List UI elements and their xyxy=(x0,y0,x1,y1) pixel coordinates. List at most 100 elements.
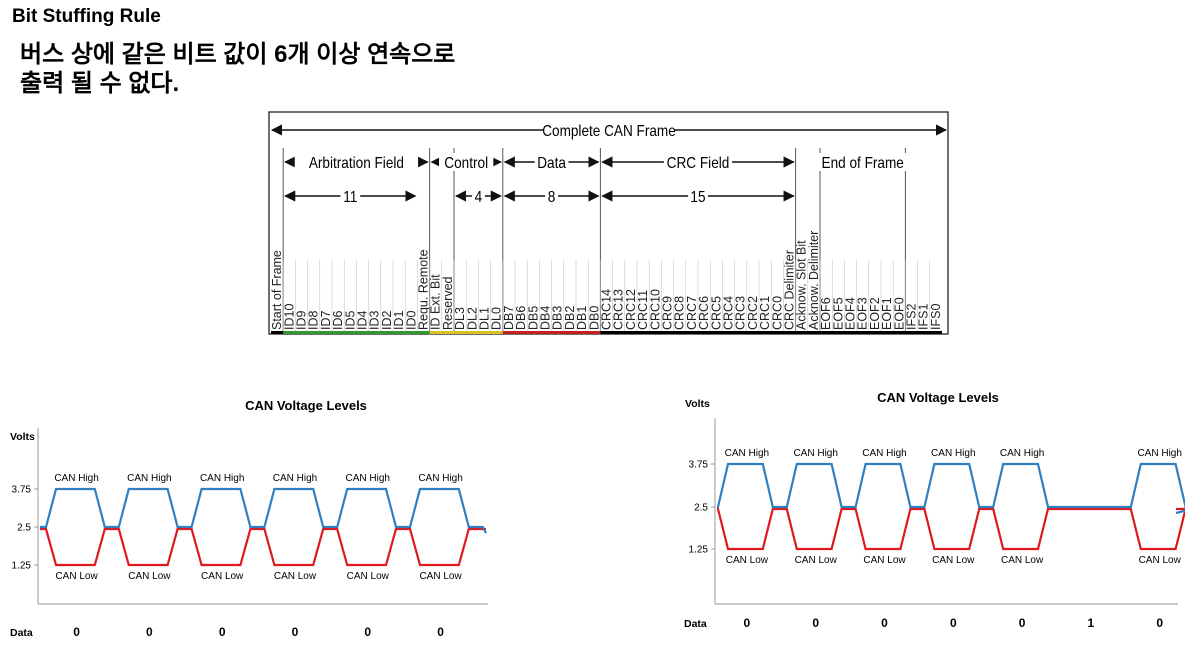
can-high-label: CAN High xyxy=(346,473,390,484)
underline-rest xyxy=(600,331,942,334)
bit-label: DL2 xyxy=(465,307,479,330)
section-0-label-bg xyxy=(294,153,419,171)
complete-frame-label-bg xyxy=(543,121,675,139)
bit-label: DB1 xyxy=(575,306,589,330)
bit-label: CRC12 xyxy=(624,289,638,330)
section-4-label-bg xyxy=(818,153,908,171)
bit-label: DB0 xyxy=(587,306,601,330)
section-count-1-label-bg xyxy=(471,187,485,205)
bit-label: CRC9 xyxy=(661,296,675,330)
section-1-label: Control xyxy=(444,155,488,172)
bit-label: DB3 xyxy=(551,306,565,330)
description-line-1: 버스 상에 같은 비트 값이 6개 이상 연속으로 xyxy=(20,41,456,68)
can-frame-diagram: Complete CAN Frame Arbitration Field 11 Con… xyxy=(268,111,949,335)
bit-label: CRC Delimiter xyxy=(783,250,797,330)
data-bit-value: 0 xyxy=(1156,616,1163,630)
section-count-3-label: 15 xyxy=(690,189,705,206)
bit-label: CRC11 xyxy=(636,290,650,330)
can-high-label: CAN High xyxy=(1137,448,1181,459)
underline-control xyxy=(429,331,503,334)
can-low-label: CAN Low xyxy=(795,555,838,566)
data-bit-value: 0 xyxy=(881,616,888,630)
can-low-label: CAN Low xyxy=(419,571,462,582)
can-low-label: CAN Low xyxy=(1139,555,1182,566)
can-voltage-chart-left: CAN Voltage Levels Volts 3.75 2.5 1.25 CAN Hi… xyxy=(10,398,488,639)
bit-label: Reserved xyxy=(441,276,455,330)
y-tick-label: 3.75 xyxy=(689,460,709,471)
bit-label: ID10 xyxy=(282,304,296,330)
bit-label: EOF1 xyxy=(880,297,894,330)
bit-label: CRC10 xyxy=(648,289,662,330)
bit-label: ID6 xyxy=(331,311,345,331)
section-count-0-label-bg xyxy=(340,187,361,205)
can-low-label: CAN Low xyxy=(726,555,769,566)
bit-label: CRC4 xyxy=(722,296,736,330)
bit-label: CRC5 xyxy=(709,296,723,330)
section-2-label: Data xyxy=(537,155,566,172)
x-axis-label: Data xyxy=(684,618,707,630)
bit-label: IFS1 xyxy=(917,304,931,330)
description-line-2: 출력 될 수 없다. xyxy=(20,70,180,97)
can-low-label: CAN Low xyxy=(201,571,244,582)
section-count-1-label: 4 xyxy=(475,189,483,206)
underline-arbitration xyxy=(283,331,430,334)
section-count-2-label: 8 xyxy=(548,189,556,206)
bit-label: CRC7 xyxy=(685,296,699,330)
section-2-label-bg xyxy=(534,153,569,171)
can-high-label: CAN High xyxy=(418,473,462,484)
bit-label: Acknow. Slot Bit xyxy=(795,240,809,330)
bit-label: EOF2 xyxy=(868,297,882,330)
section-count-0-label: 11 xyxy=(343,189,357,206)
can-high-label: CAN High xyxy=(725,448,769,459)
data-bit-value: 0 xyxy=(744,616,751,630)
bit-label: ID5 xyxy=(343,311,357,331)
bit-label: DL0 xyxy=(490,307,504,330)
bit-label: CRC8 xyxy=(673,296,687,330)
bit-label: CRC1 xyxy=(758,296,772,330)
can-low-label: CAN Low xyxy=(1001,555,1044,566)
bit-label: ID1 xyxy=(392,311,406,331)
can-high-label: CAN High xyxy=(200,473,244,484)
can-low-label: CAN Low xyxy=(274,571,317,582)
underline-data xyxy=(502,331,601,334)
can-high-trace xyxy=(716,462,1185,515)
data-bit-value: 0 xyxy=(219,625,226,639)
data-bit-value: 0 xyxy=(292,625,299,639)
can-low-label: CAN Low xyxy=(128,571,171,582)
data-bit-value: 0 xyxy=(437,625,444,639)
can-high-label: CAN High xyxy=(127,473,171,484)
can-low-label: CAN Low xyxy=(863,555,906,566)
bit-label: EOF0 xyxy=(892,297,906,330)
bit-label: CRC2 xyxy=(746,296,760,330)
bit-label: ID2 xyxy=(380,311,394,331)
data-bit-value: 0 xyxy=(364,625,371,639)
bit-label: CRC14 xyxy=(600,289,614,330)
can-low-trace xyxy=(716,507,1185,551)
can-high-label: CAN High xyxy=(1000,448,1044,459)
bit-label: DB2 xyxy=(563,306,577,330)
bit-label: IFS2 xyxy=(905,304,919,330)
bit-label: CRC3 xyxy=(734,296,748,330)
bit-label: DL1 xyxy=(478,307,492,330)
chart-title: CAN Voltage Levels xyxy=(877,390,999,405)
y-tick-label: 1.25 xyxy=(12,561,32,572)
can-high-label: CAN High xyxy=(273,473,317,484)
bit-label: DL3 xyxy=(453,307,467,330)
bit-label: EOF6 xyxy=(819,297,833,330)
bit-label: ID9 xyxy=(295,311,309,331)
can-high-label: CAN High xyxy=(862,448,906,459)
section-3-label: CRC Field xyxy=(667,155,730,172)
complete-frame-label: Complete CAN Frame xyxy=(542,123,676,140)
section-1-label-bg xyxy=(439,153,494,171)
bit-stuffing-description: 버스 상에 같은 비트 값이 6개 이상 연속으로 출력 될 수 없다. xyxy=(20,40,455,98)
data-bit-value: 0 xyxy=(73,625,80,639)
bit-label: ID4 xyxy=(356,311,370,331)
data-bit-value: 0 xyxy=(812,616,819,630)
y-tick-label: 1.25 xyxy=(689,545,709,556)
can-low-label: CAN Low xyxy=(347,571,390,582)
y-tick-label: 2.5 xyxy=(694,503,708,514)
data-bit-value: 0 xyxy=(1019,616,1026,630)
section-count-2-label-bg xyxy=(545,187,559,205)
data-bit-value: 1 xyxy=(1088,616,1095,630)
bit-label: CRC6 xyxy=(697,296,711,330)
